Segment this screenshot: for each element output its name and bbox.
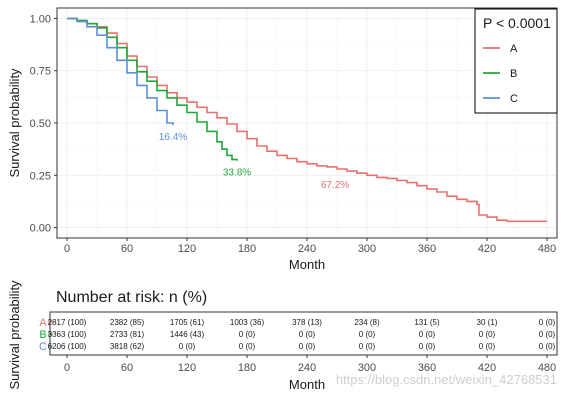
risk-group-label-a: A: [39, 317, 47, 329]
risk-group-label-b: B: [39, 329, 46, 341]
legend-box: [474, 8, 558, 114]
risk-x-tick-label: 360: [418, 362, 436, 374]
end-label-a: 67.2%: [321, 180, 349, 191]
risk-cell: 0 (0): [359, 330, 376, 339]
risk-cell: 0 (0): [359, 342, 376, 351]
x-tick-label: 480: [538, 243, 556, 255]
risk-cell: 2733 (81): [110, 330, 145, 339]
risk-x-axis-title: Month: [289, 377, 325, 392]
y-tick-label: 0.50: [30, 118, 51, 130]
risk-cell: 0 (0): [539, 330, 556, 339]
risk-table-title: Number at risk: n (%): [56, 289, 207, 306]
risk-cell: 30 (1): [477, 318, 498, 327]
risk-cell: 2382 (85): [110, 318, 145, 327]
risk-cell: 3818 (62): [110, 342, 145, 351]
risk-y-axis-title: Survival probability: [7, 280, 22, 390]
risk-cell: 0 (0): [239, 342, 256, 351]
x-tick-label: 120: [178, 243, 196, 255]
risk-cell: 0 (0): [299, 342, 316, 351]
end-label-c: 16.4%: [159, 132, 187, 143]
end-label-b: 33.8%: [223, 168, 251, 179]
legend-title: P < 0.0001: [483, 15, 551, 31]
legend-items: A B C: [483, 43, 518, 105]
risk-cell: 0 (0): [479, 330, 496, 339]
y-axis: 0.00 0.25 0.50 0.75 1.00: [30, 13, 57, 235]
legend-label-c: C: [510, 93, 518, 105]
x-axis: 0 60 120 180 240 300 360 420 480: [64, 238, 556, 255]
risk-cell: 1003 (36): [230, 318, 265, 327]
x-tick-label: 300: [358, 243, 376, 255]
watermark: https://blog.csdn.net/weixin_42768531: [336, 372, 557, 387]
risk-cell: 0 (0): [299, 330, 316, 339]
x-tick-label: 180: [238, 243, 256, 255]
x-tick-label: 60: [121, 243, 133, 255]
series-line-b: [67, 17, 238, 161]
risk-cell: 234 (8): [354, 318, 380, 327]
risk-x-tick-label: 180: [238, 362, 256, 374]
risk-cell: 0 (0): [239, 330, 256, 339]
risk-cell: 2817 (100): [48, 318, 87, 327]
y-tick-label: 0.00: [30, 223, 51, 235]
risk-cell: 0 (0): [539, 318, 556, 327]
risk-rows: A 2817 (100) 2382 (85) 1705 (61) 1003 (36) 37…: [39, 317, 556, 353]
risk-cell: 6206 (100): [48, 342, 87, 351]
x-tick-label: 420: [478, 243, 496, 255]
legend-label-a: A: [510, 43, 518, 55]
risk-cell: 378 (13): [292, 318, 322, 327]
series-lines: [67, 17, 547, 223]
risk-x-tick-label: 480: [538, 362, 556, 374]
risk-x-tick-label: 0: [64, 362, 70, 374]
risk-cell: 1446 (43): [170, 330, 205, 339]
series-line-a: [67, 17, 547, 223]
risk-table: Number at risk: n (%) A 2817 (100) 2382 (8…: [7, 280, 558, 392]
risk-cell: 0 (0): [179, 342, 196, 351]
legend: P < 0.0001 A B C: [474, 8, 558, 114]
risk-cell: 131 (5): [414, 318, 440, 327]
series-line-c: [67, 17, 174, 126]
risk-x-tick-label: 120: [178, 362, 196, 374]
x-axis-title: Month: [289, 257, 325, 272]
risk-x-tick-label: 60: [121, 362, 133, 374]
y-axis-title: Survival probability: [7, 68, 22, 178]
risk-x-tick-label: 420: [478, 362, 496, 374]
x-tick-label: 360: [418, 243, 436, 255]
risk-cell: 0 (0): [479, 342, 496, 351]
x-tick-label: 0: [64, 243, 70, 255]
risk-table-border: [49, 311, 558, 356]
y-tick-label: 0.75: [30, 66, 51, 78]
risk-cell: 0 (0): [419, 342, 436, 351]
risk-group-label-c: C: [39, 341, 47, 353]
end-labels: 67.2% 33.8% 16.4%: [159, 132, 349, 191]
x-tick-label: 240: [298, 243, 316, 255]
survival-plot: 67.2% 33.8% 16.4% 0 60 120 180 240 300 360 420 480…: [7, 7, 558, 272]
risk-x-axis: 0 60 120 180 240 300 360 420 480: [64, 355, 556, 374]
y-tick-label: 0.25: [30, 170, 51, 182]
y-tick-label: 1.00: [30, 13, 51, 25]
risk-cell: 0 (0): [419, 330, 436, 339]
risk-cell: 1705 (61): [170, 318, 205, 327]
risk-x-tick-label: 300: [358, 362, 376, 374]
risk-cell: 3363 (100): [48, 330, 87, 339]
risk-x-tick-label: 240: [298, 362, 316, 374]
risk-cell: 0 (0): [539, 342, 556, 351]
legend-label-b: B: [510, 68, 517, 80]
